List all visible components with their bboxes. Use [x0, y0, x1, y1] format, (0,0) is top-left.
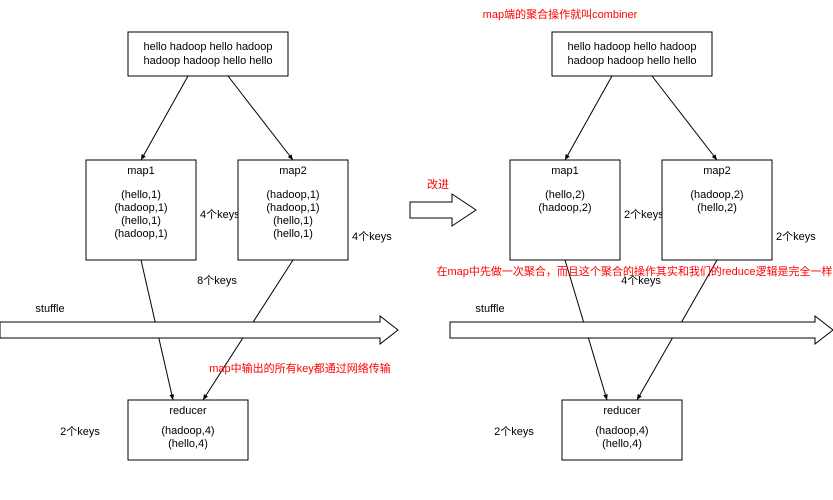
svg-text:(hello,1): (hello,1)	[121, 189, 161, 201]
svg-text:stuffle: stuffle	[475, 303, 504, 315]
svg-text:(hadoop,4): (hadoop,4)	[161, 425, 214, 437]
svg-text:(hello,2): (hello,2)	[697, 202, 737, 214]
svg-text:2个keys: 2个keys	[60, 425, 100, 438]
mapreduce-combiner-diagram: hello hadoop hello hadoop hadoop hadoop h…	[0, 0, 833, 500]
svg-text:map中输出的所有key都通过网络传输: map中输出的所有key都通过网络传输	[209, 361, 391, 375]
svg-text:map端的聚合操作就叫combiner: map端的聚合操作就叫combiner	[483, 7, 638, 21]
svg-text:(hello,4): (hello,4)	[602, 438, 642, 450]
svg-text:4个keys: 4个keys	[352, 230, 392, 243]
svg-text:2个keys: 2个keys	[624, 208, 664, 221]
svg-text:map2: map2	[703, 165, 731, 177]
svg-text:(hadoop,1): (hadoop,1)	[114, 202, 167, 214]
svg-text:(hadoop,2): (hadoop,2)	[690, 189, 743, 201]
svg-text:(hello,2): (hello,2)	[545, 189, 585, 201]
svg-text:(hello,4): (hello,4)	[168, 438, 208, 450]
svg-text:map1: map1	[127, 165, 155, 177]
svg-text:(hadoop,4): (hadoop,4)	[595, 425, 648, 437]
svg-text:(hello,1): (hello,1)	[273, 215, 313, 227]
svg-text:reducer: reducer	[169, 405, 207, 417]
svg-text:4个keys: 4个keys	[200, 208, 240, 221]
svg-text:(hello,1): (hello,1)	[273, 228, 313, 240]
svg-text:hadoop hadoop hello hello: hadoop hadoop hello hello	[567, 55, 696, 67]
svg-text:(hello,1): (hello,1)	[121, 215, 161, 227]
svg-text:(hadoop,1): (hadoop,1)	[114, 228, 167, 240]
svg-text:stuffle: stuffle	[35, 303, 64, 315]
svg-text:reducer: reducer	[603, 405, 641, 417]
svg-text:在map中先做一次聚合，而且这个聚合的操作其实和我们的red: 在map中先做一次聚合，而且这个聚合的操作其实和我们的reduce逻辑是完全一样…	[436, 264, 833, 278]
svg-text:(hadoop,1): (hadoop,1)	[266, 189, 319, 201]
svg-text:map1: map1	[551, 165, 579, 177]
svg-text:2个keys: 2个keys	[494, 425, 534, 438]
svg-text:2个keys: 2个keys	[776, 230, 816, 243]
svg-text:8个keys: 8个keys	[197, 274, 237, 287]
svg-text:hello hadoop hello hadoop: hello hadoop hello hadoop	[567, 41, 696, 53]
svg-text:map2: map2	[279, 165, 307, 177]
svg-text:(hadoop,1): (hadoop,1)	[266, 202, 319, 214]
svg-text:改进: 改进	[427, 177, 449, 191]
svg-text:hello hadoop hello hadoop: hello hadoop hello hadoop	[143, 41, 272, 53]
svg-text:(hadoop,2): (hadoop,2)	[538, 202, 591, 214]
svg-text:hadoop hadoop hello hello: hadoop hadoop hello hello	[143, 55, 272, 67]
